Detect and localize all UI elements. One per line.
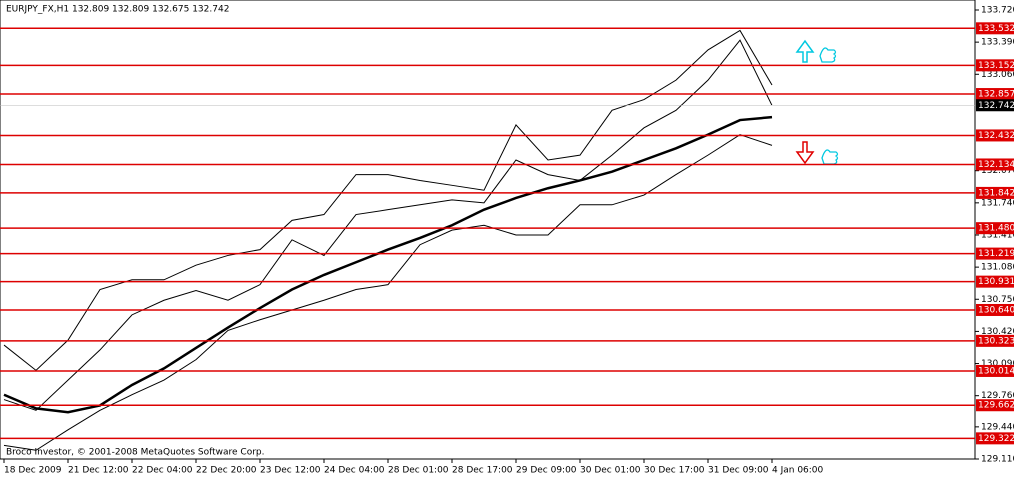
down-arrow	[795, 141, 815, 165]
y-tick-label: 130.420	[981, 327, 1014, 337]
level-label: 129.662	[978, 401, 1014, 411]
level-label: 132.857	[978, 90, 1014, 100]
last-price-box	[976, 99, 1014, 112]
hand-icon	[819, 47, 837, 63]
level-label-box	[976, 399, 1014, 412]
x-tick-label: 30 Dec 17:00	[644, 466, 705, 476]
x-tick-label: 21 Dec 12:00	[68, 466, 129, 476]
level-label-box	[976, 158, 1014, 171]
x-tick-label: 30 Dec 01:00	[580, 466, 641, 476]
level-label-box	[976, 129, 1014, 142]
y-tick-label: 129.440	[981, 422, 1014, 432]
level-label: 131.219	[978, 249, 1014, 259]
up-arrow	[795, 39, 815, 63]
y-tick-label: 131.410	[981, 230, 1014, 240]
y-tick-label: 131.080	[981, 263, 1014, 273]
x-tick-label: 4 Jan 06:00	[772, 466, 824, 476]
y-tick-label: 132.070	[981, 166, 1014, 176]
x-tick-label: 29 Dec 09:00	[516, 466, 577, 476]
x-tick-label: 22 Dec 04:00	[132, 466, 193, 476]
level-label-box	[976, 222, 1014, 235]
hand-icon	[821, 149, 839, 165]
x-tick-label: 22 Dec 20:00	[196, 466, 257, 476]
level-label: 130.014	[978, 366, 1014, 376]
level-label: 132.432	[978, 131, 1014, 141]
y-tick-label: 130.090	[981, 359, 1014, 369]
signal-icons	[795, 39, 839, 165]
series-line	[3, 134, 773, 451]
level-label: 130.931	[978, 277, 1014, 287]
x-tick-label: 28 Dec 17:00	[452, 466, 513, 476]
y-tick-label: 129.110	[981, 455, 1014, 465]
y-tick-label: 131.740	[981, 198, 1014, 208]
series-line	[3, 39, 773, 411]
level-label-box	[976, 22, 1014, 35]
level-label-box	[976, 364, 1014, 377]
level-label: 133.152	[978, 61, 1014, 71]
level-label: 131.842	[978, 188, 1014, 198]
level-label: 133.532	[978, 24, 1014, 34]
x-tick-label: 23 Dec 12:00	[260, 466, 321, 476]
level-label: 129.322	[978, 434, 1014, 444]
level-label-box	[976, 186, 1014, 199]
y-tick-label: 130.750	[981, 295, 1014, 305]
level-label-box	[976, 432, 1014, 445]
series-line	[3, 29, 773, 372]
level-label-box	[976, 275, 1014, 288]
level-label: 130.323	[978, 336, 1014, 346]
level-label-box	[976, 247, 1014, 260]
last-price-label: 132.742	[978, 101, 1014, 111]
level-label-box	[976, 303, 1014, 316]
y-tick-label: 133.060	[981, 70, 1014, 80]
level-label: 132.134	[978, 160, 1014, 170]
y-tick-label: 133.390	[981, 38, 1014, 48]
series-line	[3, 115, 773, 414]
x-tick-label: 18 Dec 2009	[4, 466, 62, 476]
x-tick-label: 28 Dec 01:00	[388, 466, 449, 476]
level-label: 130.640	[978, 305, 1014, 315]
y-tick-label: 133.720	[981, 6, 1014, 16]
level-label-box	[976, 59, 1014, 72]
footer: Broco Investor, © 2001-2008 MetaQuotes S…	[6, 448, 265, 458]
plot-frame	[0, 0, 976, 460]
level-label: 131.480	[978, 224, 1014, 234]
y-tick-label: 129.760	[981, 391, 1014, 401]
x-tick-label: 31 Dec 09:00	[708, 466, 769, 476]
level-label-box	[976, 88, 1014, 101]
x-tick-label: 24 Dec 04:00	[324, 466, 385, 476]
chart-title: EURJPY_FX,H1 132.809 132.809 132.675 132…	[6, 5, 229, 15]
level-label-box	[976, 334, 1014, 347]
